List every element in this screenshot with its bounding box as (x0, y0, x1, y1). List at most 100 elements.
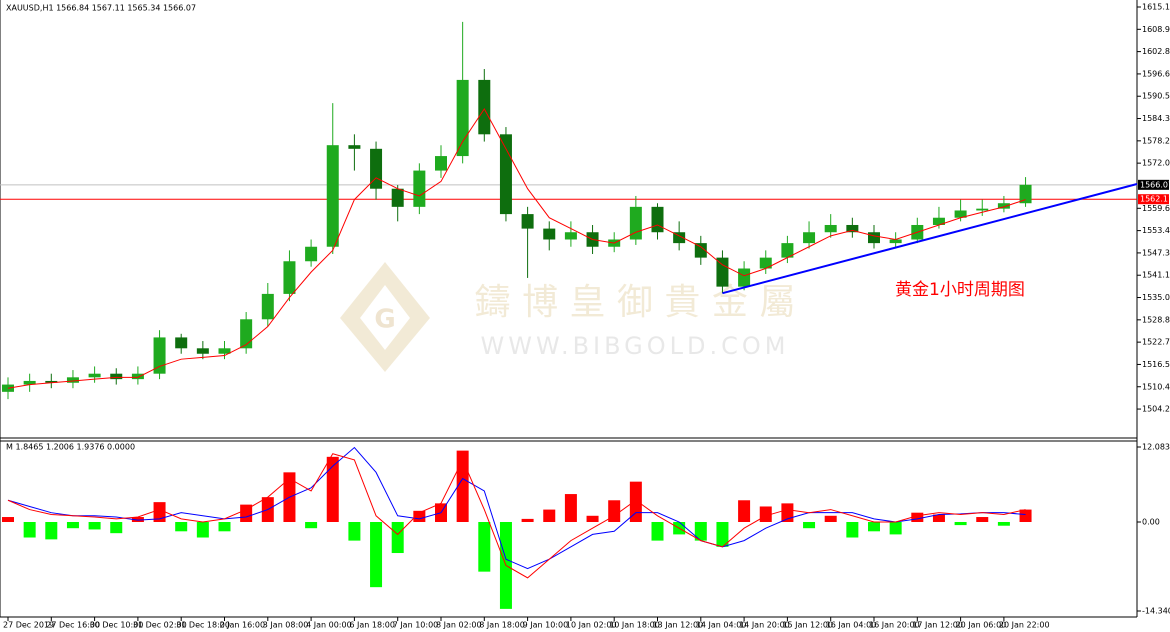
candle-body (997, 203, 1010, 209)
histogram-bar (564, 494, 577, 522)
histogram-bar (23, 521, 36, 538)
histogram-bar (478, 521, 491, 572)
candle-body (110, 373, 123, 380)
histogram-bar (976, 517, 989, 522)
x-tick-label: 2 Jan 16:00 (220, 621, 266, 630)
histogram-bar (391, 521, 404, 554)
logo-shape (340, 262, 430, 372)
histogram-bar (110, 521, 123, 534)
x-tick-label: 14 Jan 04:00 (696, 621, 747, 630)
histogram-bar (153, 502, 166, 522)
x-tick-label: 30 Dec 10:00 (90, 621, 144, 630)
candle-body (153, 337, 166, 374)
histogram-bar (997, 521, 1010, 526)
x-tick-label: 20 Jan 22:00 (999, 621, 1050, 630)
histogram-bar (868, 521, 880, 532)
histogram-bar (521, 518, 534, 522)
candle-body (391, 188, 404, 207)
y-tick-label: 1559.60 (1142, 204, 1170, 213)
candle-body (218, 348, 231, 354)
y-tick-label: 1528.85 (1142, 315, 1170, 324)
price-tag (1138, 194, 1169, 205)
histogram-bar (803, 521, 816, 529)
y-tick-label: -14.3409 (1142, 607, 1170, 616)
histogram-bar (2, 517, 14, 522)
histogram-bar (586, 515, 599, 522)
candle-body (716, 257, 729, 287)
x-tick-label: 14 Jan 20:00 (739, 621, 790, 630)
x-tick-label: 15 Jan 12:00 (782, 621, 833, 630)
histogram-bar (413, 510, 426, 522)
candle-body (131, 373, 144, 380)
histogram-bar (846, 521, 859, 538)
candle-body (326, 145, 339, 247)
histogram-bar (326, 456, 339, 522)
moving-average (7, 107, 1026, 389)
histogram-bar (608, 500, 621, 522)
histogram-bar (88, 521, 101, 530)
x-tick-label: 31 Dec 02:00 (133, 621, 187, 630)
x-tick-label: 6 Jan 18:00 (349, 621, 395, 630)
x-tick-label: 13 Jan 12:00 (653, 621, 704, 630)
candle-body (954, 210, 967, 218)
x-tick-label: 3 Jan 08:00 (263, 621, 309, 630)
histogram-bar (456, 450, 469, 522)
x-tick-label: 8 Jan 18:00 (479, 621, 525, 630)
logo-inner (360, 285, 410, 350)
histogram-bar (781, 503, 794, 522)
candle-body (673, 232, 686, 244)
histogram-bar (716, 521, 729, 547)
x-tick-label: 20 Jan 06:00 (956, 621, 1007, 630)
histogram-bar (45, 521, 58, 540)
y-tick-label: 1522.70 (1142, 338, 1170, 347)
x-tick-label: 7 Jan 10:00 (393, 621, 439, 630)
y-tick-label: 1578.20 (1142, 136, 1170, 145)
candle-body (283, 261, 296, 294)
x-tick-label: 31 Dec 18:00 (176, 621, 230, 630)
x-tick-label: 16 Jan 20:00 (869, 621, 920, 630)
candle-body (932, 217, 945, 225)
candle-body (803, 232, 816, 244)
y-tick-label: 1535.00 (1142, 293, 1170, 302)
candle-body (175, 337, 188, 349)
x-tick-label: 16 Jan 04:00 (826, 621, 877, 630)
y-tick-label: 1516.55 (1142, 360, 1170, 369)
x-tick-label: 10 Jan 02:00 (566, 621, 617, 630)
candle-body (651, 206, 664, 233)
histogram-bar (824, 515, 837, 522)
histogram-bar (543, 509, 556, 522)
x-tick-label: 17 Jan 12:00 (912, 621, 963, 630)
histogram-bar (629, 481, 642, 522)
indicator-line (7, 453, 1026, 579)
x-tick-label: 4 Jan 00:00 (306, 621, 352, 630)
x-tick-label: 9 Jan 10:00 (523, 621, 569, 630)
candle-body (45, 380, 58, 383)
x-tick-label: 10 Jan 18:00 (609, 621, 660, 630)
candle-body (824, 224, 837, 233)
indicator-line (7, 446, 1026, 570)
histogram-bar (66, 521, 79, 529)
histogram-bar (651, 521, 664, 541)
trendline (722, 183, 1138, 295)
chart-title: XAUUSD,H1 1566.84 1567.11 1565.34 1566.0… (6, 4, 196, 13)
histogram-bar (305, 521, 318, 529)
y-tick-label: 1596.65 (1142, 69, 1170, 78)
y-tick-label: 1504.25 (1142, 405, 1170, 414)
histogram-bar (196, 521, 209, 538)
histogram-bar (370, 521, 383, 588)
price-tag-label: 1566.07 (1140, 180, 1170, 189)
y-tick-label: 1615.10 (1142, 3, 1170, 12)
y-tick-label: 1572.05 (1142, 159, 1170, 168)
y-tick-label: 1510.40 (1142, 382, 1170, 391)
logo-letter: G (374, 305, 395, 335)
candle-body (738, 268, 751, 287)
price-tag-label: 1562.11 (1140, 195, 1170, 204)
candle-body (456, 79, 469, 157)
watermark-title: 鑄 博 皇 御 貴 金 屬 (475, 282, 796, 323)
watermark-url: WWW.BIBGOLD.COM (481, 332, 790, 360)
y-tick-label: 1553.45 (1142, 226, 1170, 235)
candle-body (781, 243, 794, 258)
